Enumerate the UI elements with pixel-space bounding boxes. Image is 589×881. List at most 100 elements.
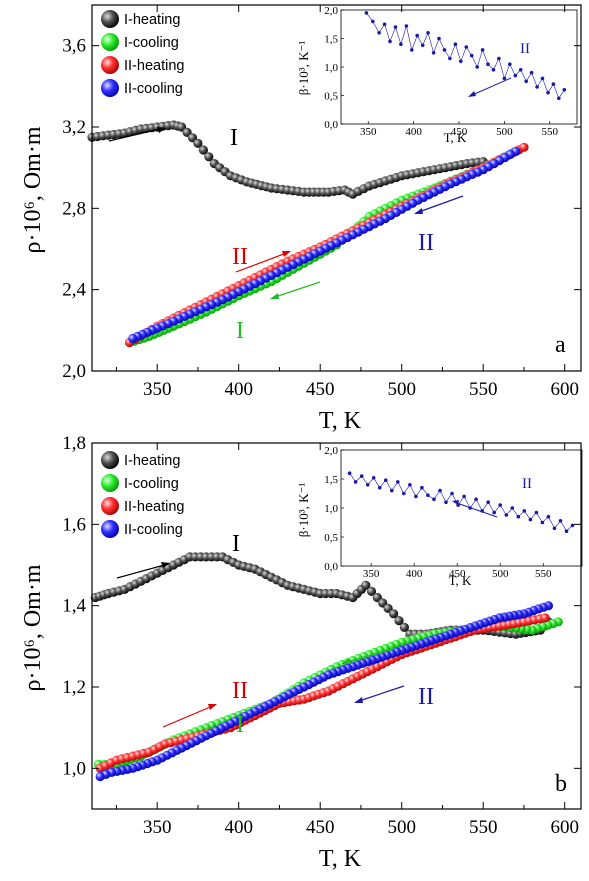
annotation-label: II	[232, 678, 248, 704]
inset-x-tick-label: 500	[496, 126, 513, 138]
y-tick-label: 3,6	[62, 36, 86, 57]
inset-data-point	[502, 76, 507, 81]
inset-data-point	[508, 62, 512, 66]
inset-data-point	[432, 497, 436, 502]
inset-data-point	[404, 24, 409, 28]
inset-data-point	[408, 483, 412, 487]
inset-x-tick-label: 450	[451, 126, 468, 138]
inset-data-point	[371, 19, 375, 24]
inset-data-point	[540, 520, 545, 525]
panel-b-ticks	[92, 442, 581, 809]
inset-data-point	[388, 39, 392, 44]
inset-y-tick-label: 0,0	[324, 119, 338, 131]
legend-item-i-heating: I-heating	[124, 12, 180, 28]
direction-arrow	[415, 195, 464, 214]
legend-marker	[101, 520, 119, 538]
inset-data-point	[353, 480, 358, 484]
inset-x-tick-label: 350	[360, 126, 377, 138]
arrowhead	[414, 208, 423, 214]
y-tick-label: 2,4	[62, 280, 86, 301]
data-point	[198, 145, 208, 155]
inset-x-tick-label: 400	[406, 568, 423, 580]
inset-data-point	[377, 485, 382, 490]
legend-item-i-cooling: I-cooling	[124, 476, 179, 492]
inset-data-point	[529, 70, 534, 75]
direction-arrow	[271, 281, 321, 299]
inset-y-tick-label: 2,0	[324, 445, 338, 457]
y-tick-label: 1,2	[62, 677, 86, 698]
inset-data-point	[462, 494, 466, 499]
y-tick-label: 1,6	[62, 514, 86, 535]
inset-data-point	[415, 33, 420, 38]
panel-b-y-tick-labels: 1,0 1,2 1,4 1,6 1,8	[62, 433, 86, 779]
panel-a-y-tick-labels: 2,0 2,4 2,8 3,2 3,6	[62, 36, 86, 382]
panel-b-plot-frame	[91, 442, 582, 810]
arrowhead	[354, 697, 363, 703]
inset-data-point	[359, 474, 364, 478]
data-point	[540, 613, 550, 623]
x-tick-label: 450	[306, 817, 335, 838]
inset-data-point	[546, 90, 550, 95]
x-tick-label: 600	[550, 817, 579, 838]
legend-marker	[101, 10, 119, 28]
inset-data-point	[371, 476, 376, 480]
x-tick-label: 350	[143, 379, 172, 400]
inset-data-point	[486, 500, 491, 505]
panel-a-data-marks	[87, 120, 529, 348]
panel-a-legend: I-heating I-cooling II-heating II-coolin…	[101, 10, 184, 97]
inset-data-point	[453, 42, 458, 46]
direction-arrow	[235, 251, 290, 273]
inset-data-point	[469, 53, 474, 58]
data-point	[204, 152, 214, 162]
panel-b-y-axis-title: ρ·10⁶, Om·m	[20, 564, 46, 691]
arrowhead	[452, 500, 459, 505]
y-tick-label: 1,8	[62, 433, 86, 454]
inset-data-point	[431, 51, 436, 55]
inset-data-point	[364, 11, 369, 15]
arrowhead	[468, 91, 476, 97]
inset-data-point	[410, 48, 414, 52]
inset-data-point	[504, 513, 509, 517]
legend-marker	[101, 33, 119, 51]
inset-content: 350 400 450 500 550 0,0 0,5 1,0 1,5 2,0	[324, 445, 575, 580]
panel-b-legend: I-heating I-cooling II-heating II-coolin…	[101, 451, 184, 538]
panel-a: 350 400 450 500 550 600 2,02,42,83,23,6 T, K …	[20, 4, 582, 434]
inset-data-point	[442, 48, 447, 52]
data-point	[193, 138, 203, 148]
inset-data-point	[414, 494, 418, 499]
inset-data-point	[546, 514, 551, 519]
arrowhead	[161, 562, 170, 568]
legend-marker	[101, 79, 119, 97]
inset-data-point	[426, 31, 430, 35]
inset-content: 350 400 450 500 550 0,0 0,5 1,0 1,5 2,0	[324, 5, 567, 138]
panel-a-inset: 350 400 450 500 550 0,0 0,5 1,0 1,5 2,0 T, K β·10…	[296, 5, 578, 145]
y-tick-label: 3,2	[62, 117, 86, 138]
inset-data-point	[486, 62, 490, 66]
arrowhead	[270, 293, 279, 299]
legend-item-ii-cooling: II-cooling	[124, 81, 183, 97]
panel-a-plot-frame	[91, 4, 582, 372]
y-tick-label: 1,4	[62, 596, 86, 617]
inset-data-point	[396, 480, 400, 484]
data-point	[389, 609, 399, 619]
inset-direction-arrow	[469, 77, 512, 97]
inset-data-point	[516, 514, 521, 519]
panel-letter: a	[555, 332, 566, 358]
inset-data-point	[518, 68, 523, 72]
x-tick-label: 400	[224, 379, 253, 400]
panel-b-x-axis-title: T, K	[319, 846, 362, 872]
inset-data-point	[390, 488, 394, 493]
y-tick-label: 2,8	[62, 198, 86, 219]
inset-data-point	[420, 43, 425, 48]
inset-series-line	[349, 473, 573, 532]
inset-y-tick-label: 1,5	[324, 34, 338, 46]
annotation-label: I	[236, 318, 244, 344]
inset-data-point	[438, 488, 442, 493]
x-tick-label: 450	[306, 379, 335, 400]
x-tick-label: 350	[143, 817, 172, 838]
panel-a-x-tick-labels: 350 400 450 500 550 600	[143, 379, 579, 400]
inset-data-point	[365, 483, 370, 487]
inset-data-point	[540, 76, 545, 81]
panel-b-inset: 350 400 450 500 550 0,0 0,5 1,0 1,5 2,0 T, K β·10…	[296, 445, 583, 588]
